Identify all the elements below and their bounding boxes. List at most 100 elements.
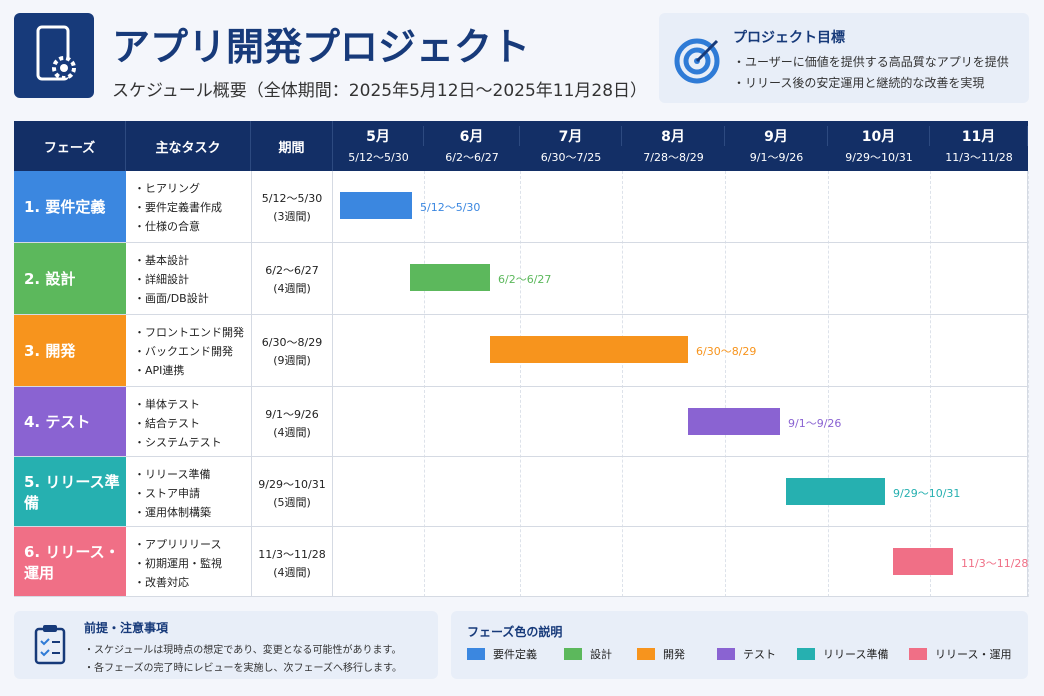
legend-swatch — [564, 648, 582, 660]
weeks: (9週間) — [273, 354, 311, 367]
grid-line — [828, 171, 829, 597]
goal-item: ・リリース後の安定運用と継続的な改善を実現 — [733, 76, 985, 90]
period: 5/12〜5/30 — [261, 192, 323, 205]
col-line — [251, 387, 333, 457]
grid-line — [930, 171, 931, 597]
month-name: 6月 — [424, 126, 520, 146]
row-line — [14, 456, 1028, 457]
weeks: (4週間) — [273, 566, 311, 579]
month-range: 11/3〜11/28 — [945, 151, 1013, 164]
month-range: 7/28〜8/29 — [643, 151, 704, 164]
task: ・フロントエンド開発 — [134, 326, 244, 339]
month-name: 5月 — [333, 126, 424, 146]
month-range: 6/30〜7/25 — [540, 151, 602, 164]
month-name: 9月 — [725, 126, 828, 146]
phase-cell: 5. リリース準備 — [14, 457, 126, 526]
clipboard-icon — [34, 625, 66, 665]
legend-label: 設計 — [590, 648, 612, 661]
note-item: ・スケジュールは現時点の想定であり、変更となる可能性があります。 — [84, 645, 402, 656]
month-name: 10月 — [828, 126, 930, 146]
col-line — [251, 315, 333, 387]
weeks: (4週間) — [273, 426, 311, 439]
app-icon — [14, 13, 94, 98]
notes-title: 前提・注意事項 — [84, 621, 169, 635]
header-cell: 期間 — [251, 121, 333, 171]
legend-label: リリース準備 — [823, 648, 889, 661]
weeks: (4週間) — [273, 282, 311, 295]
row-line — [14, 242, 1028, 243]
gantt-bar — [688, 408, 780, 435]
header-row — [14, 121, 1028, 171]
notes-box: 前提・注意事項 ・スケジュールは現時点の想定であり、変更となる可能性があります。・… — [14, 611, 438, 679]
bar-label: 9/29〜10/31 — [893, 487, 961, 500]
legend-box: フェーズ色の説明 要件定義 設計 開発 テスト リリース準備 リリース・運用 — [451, 611, 1028, 679]
row-line — [14, 596, 1028, 597]
period: 6/30〜8/29 — [261, 336, 323, 349]
col-line — [251, 171, 333, 243]
task: ・仕様の合意 — [134, 220, 200, 233]
target-icon — [674, 38, 720, 84]
phase-cell: 2. 設計 — [14, 243, 126, 314]
bar-label: 6/30〜8/29 — [696, 345, 757, 358]
header-cell: フェーズ — [14, 121, 126, 171]
period: 11/3〜11/28 — [258, 548, 326, 561]
title: アプリ開発プロジェクト — [112, 25, 531, 69]
task: ・API連携 — [134, 364, 185, 377]
gantt-bar — [340, 192, 412, 219]
task: ・要件定義書作成 — [134, 201, 222, 214]
month-name: 11月 — [930, 126, 1028, 146]
task: ・アプリリリース — [134, 538, 222, 551]
phase-cell: 4. テスト — [14, 387, 126, 456]
col-line — [251, 527, 333, 597]
month-range: 9/1〜9/26 — [749, 151, 804, 164]
bar-label: 9/1〜9/26 — [788, 417, 842, 430]
goal-title: プロジェクト目標 — [733, 30, 845, 46]
month-range: 9/29〜10/31 — [845, 151, 913, 164]
task: ・基本設計 — [134, 254, 189, 267]
bar-label: 6/2〜6/27 — [498, 273, 552, 286]
grid-line — [520, 171, 521, 597]
legend-swatch — [797, 648, 815, 660]
month-range: 6/2〜6/27 — [445, 151, 499, 164]
header-cell: 主なタスク — [126, 121, 251, 171]
weeks: (3週間) — [273, 210, 311, 223]
task: ・改善対応 — [134, 576, 189, 589]
legend-label: 要件定義 — [493, 648, 537, 661]
row-line — [14, 386, 1028, 387]
month-range: 5/12〜5/30 — [348, 151, 409, 164]
subtitle: スケジュール概要（全体期間：2025年5月12日〜2025年11月28日） — [112, 81, 648, 101]
grid-line — [725, 171, 726, 597]
task: ・ヒアリング — [134, 182, 200, 195]
gantt-bar — [490, 336, 688, 363]
bar-label: 5/12〜5/30 — [420, 201, 481, 214]
period: 9/29〜10/31 — [258, 478, 326, 491]
task: ・リリース準備 — [134, 468, 211, 481]
phase-cell: 1. 要件定義 — [14, 171, 126, 242]
row-line — [14, 526, 1028, 527]
col-line — [251, 243, 333, 315]
period: 9/1〜9/26 — [265, 408, 319, 421]
legend-swatch — [717, 648, 735, 660]
legend-label: テスト — [743, 648, 776, 661]
grid-line — [1028, 171, 1029, 597]
goal-box: プロジェクト目標 ・ユーザーに価値を提供する高品質なアプリを提供 ・リリース後の安定… — [659, 13, 1029, 103]
weeks: (5週間) — [273, 496, 311, 509]
month-name: 7月 — [520, 126, 622, 146]
task: ・詳細設計 — [134, 273, 189, 286]
grid-line — [424, 171, 425, 597]
period: 6/2〜6/27 — [265, 264, 319, 277]
legend-swatch — [467, 648, 485, 660]
phase-cell: 6. リリース・運用 — [14, 527, 126, 596]
legend-label: リリース・運用 — [935, 648, 1012, 661]
task: ・結合テスト — [134, 417, 200, 430]
grid-line — [622, 171, 623, 597]
task: ・バックエンド開発 — [134, 345, 233, 358]
row-line — [14, 314, 1028, 315]
bar-label: 11/3〜11/28 — [961, 557, 1029, 570]
gantt-bar — [893, 548, 953, 575]
task: ・単体テスト — [134, 398, 200, 411]
task: ・画面/DB設計 — [134, 292, 209, 305]
legend-label: 開発 — [663, 648, 685, 661]
task: ・初期運用・監視 — [134, 557, 222, 570]
